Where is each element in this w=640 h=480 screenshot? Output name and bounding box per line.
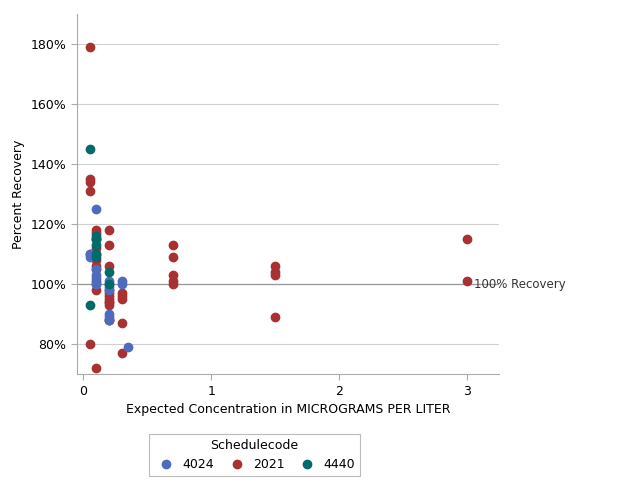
Point bbox=[91, 277, 101, 285]
Point bbox=[91, 241, 101, 249]
Point bbox=[104, 301, 114, 309]
Point bbox=[270, 263, 280, 270]
Point bbox=[116, 292, 127, 300]
Point bbox=[91, 253, 101, 261]
Point bbox=[104, 317, 114, 324]
Point bbox=[104, 299, 114, 306]
Point bbox=[84, 341, 95, 348]
Point bbox=[104, 269, 114, 276]
Point bbox=[91, 251, 101, 258]
Point bbox=[91, 365, 101, 372]
Point bbox=[104, 263, 114, 270]
Point bbox=[104, 280, 114, 288]
Point bbox=[84, 251, 95, 258]
Point bbox=[116, 277, 127, 285]
Point bbox=[91, 272, 101, 279]
Point bbox=[84, 301, 95, 309]
Point bbox=[168, 241, 178, 249]
Point bbox=[116, 320, 127, 327]
Point bbox=[168, 277, 178, 285]
Point bbox=[91, 287, 101, 294]
Point bbox=[104, 317, 114, 324]
Point bbox=[116, 296, 127, 303]
Point bbox=[104, 287, 114, 294]
Point bbox=[104, 277, 114, 285]
Point bbox=[116, 349, 127, 357]
Point bbox=[104, 317, 114, 324]
Point bbox=[104, 292, 114, 300]
Point bbox=[168, 280, 178, 288]
Point bbox=[116, 280, 127, 288]
Point bbox=[104, 280, 114, 288]
Point bbox=[104, 284, 114, 291]
Point bbox=[116, 289, 127, 297]
Point bbox=[84, 253, 95, 261]
Point bbox=[91, 227, 101, 234]
Point bbox=[104, 313, 114, 321]
Point bbox=[104, 311, 114, 318]
Point bbox=[91, 236, 101, 243]
Point bbox=[91, 265, 101, 273]
Point bbox=[91, 280, 101, 288]
Y-axis label: Percent Recovery: Percent Recovery bbox=[12, 140, 25, 249]
Point bbox=[91, 265, 101, 273]
Point bbox=[91, 275, 101, 282]
Point bbox=[123, 344, 133, 351]
X-axis label: Expected Concentration in MICROGRAMS PER LITER: Expected Concentration in MICROGRAMS PER… bbox=[125, 403, 451, 416]
Point bbox=[168, 253, 178, 261]
Point bbox=[104, 289, 114, 297]
Point bbox=[91, 205, 101, 213]
Point bbox=[91, 229, 101, 237]
Point bbox=[84, 179, 95, 186]
Point bbox=[91, 245, 101, 252]
Point bbox=[168, 272, 178, 279]
Point bbox=[84, 176, 95, 183]
Point bbox=[91, 263, 101, 270]
Legend: 4024, 2021, 4440: 4024, 2021, 4440 bbox=[148, 434, 360, 476]
Point bbox=[84, 251, 95, 258]
Point bbox=[91, 256, 101, 264]
Point bbox=[104, 241, 114, 249]
Point bbox=[104, 227, 114, 234]
Point bbox=[270, 269, 280, 276]
Point bbox=[91, 280, 101, 288]
Point bbox=[91, 233, 101, 240]
Point bbox=[270, 272, 280, 279]
Point bbox=[91, 251, 101, 258]
Point bbox=[104, 296, 114, 303]
Point bbox=[84, 44, 95, 51]
Point bbox=[84, 145, 95, 153]
Point bbox=[84, 188, 95, 195]
Point bbox=[104, 287, 114, 294]
Point bbox=[270, 313, 280, 321]
Point bbox=[104, 299, 114, 306]
Point bbox=[91, 236, 101, 243]
Point bbox=[462, 277, 472, 285]
Text: 100% Recovery: 100% Recovery bbox=[474, 278, 565, 291]
Point bbox=[462, 236, 472, 243]
Point bbox=[91, 236, 101, 243]
